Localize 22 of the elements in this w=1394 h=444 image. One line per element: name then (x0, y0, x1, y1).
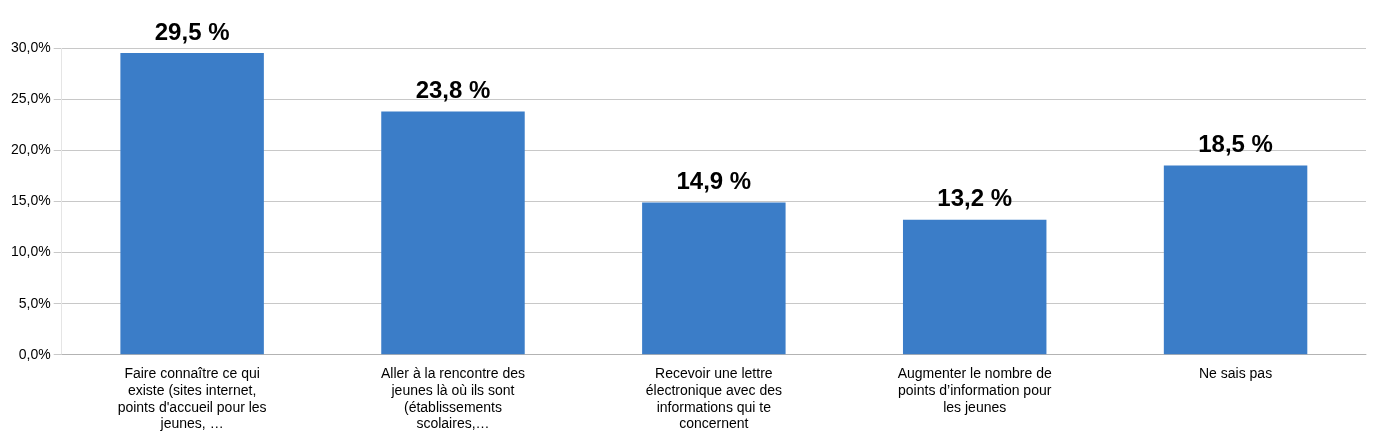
data-label: 18,5 % (1198, 130, 1273, 158)
y-tick-label: 0,0% (18, 345, 51, 362)
x-tick-label: Faire connaître ce qui existe (sites internet, points d'accueil pour les jeunes, … (117, 365, 267, 432)
bar (1163, 165, 1308, 355)
data-label: 23,8 % (415, 76, 491, 104)
x-tick-label: Aller à la rencontre des jeunes là où ils sont (établissements scolaires,… (381, 365, 525, 432)
x-tick-label: Augmenter le nombre de points d’information pour les jeunes (897, 365, 1052, 415)
data-label: 13,2 % (937, 184, 1013, 212)
y-tick-label: 5,0% (18, 294, 51, 311)
y-tick-label: 15,0% (10, 192, 51, 209)
data-label: 14,9 % (676, 167, 752, 195)
bar (381, 111, 525, 355)
bar (902, 219, 1047, 355)
y-tick-label: 25,0% (10, 89, 51, 106)
x-tick-label: Recevoir une lettre électronique avec des informations qui te concernent (645, 365, 782, 432)
y-tick-label: 20,0% (10, 141, 51, 158)
y-tick-label: 10,0% (10, 243, 51, 260)
x-tick-label: Ne sais pas (1198, 365, 1273, 382)
bar (642, 202, 786, 355)
data-label: 29,5 % (154, 17, 230, 45)
y-tick-label: 30,0% (10, 38, 51, 55)
bar (120, 53, 264, 355)
